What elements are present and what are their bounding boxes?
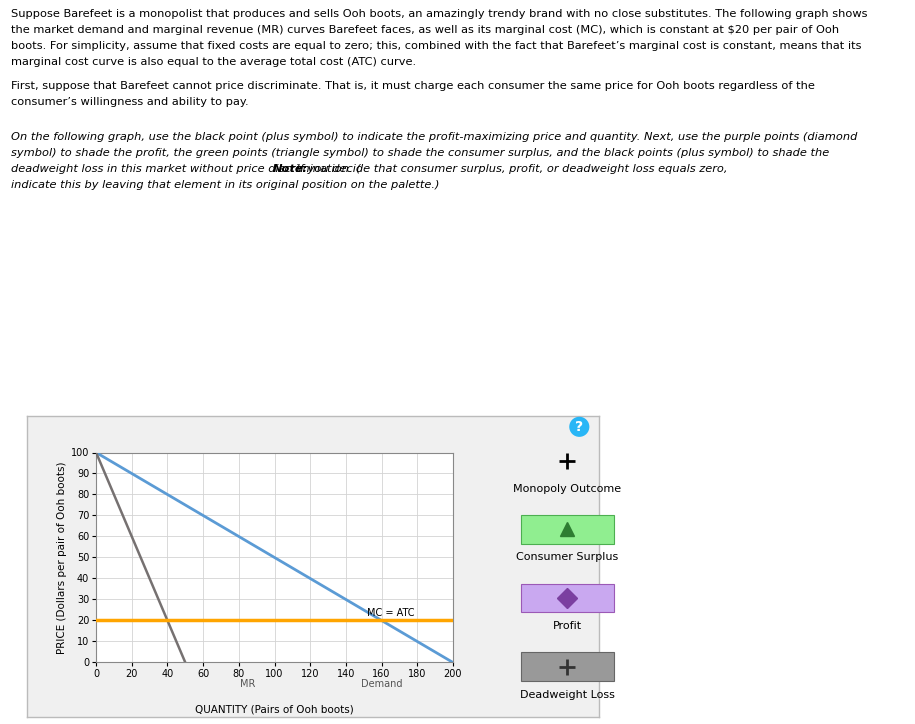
- Text: Demand: Demand: [361, 679, 403, 689]
- Text: ?: ?: [576, 420, 584, 434]
- Text: MC = ATC: MC = ATC: [367, 608, 414, 618]
- Text: Profit: Profit: [553, 621, 582, 631]
- Text: First, suppose that Barefeet cannot price discriminate. That is, it must charge : First, suppose that Barefeet cannot pric…: [11, 81, 815, 91]
- Text: marginal cost curve is also equal to the average total cost (ATC) curve.: marginal cost curve is also equal to the…: [11, 57, 416, 67]
- Text: Note:: Note:: [273, 164, 307, 174]
- FancyBboxPatch shape: [521, 584, 614, 613]
- Text: symbol) to shade the profit, the green points (triangle symbol) to shade the con: symbol) to shade the profit, the green p…: [11, 148, 829, 158]
- FancyBboxPatch shape: [521, 652, 614, 681]
- Text: Consumer Surplus: Consumer Surplus: [516, 552, 619, 563]
- Text: Suppose Barefeet is a monopolist that produces and sells Ooh boots, an amazingly: Suppose Barefeet is a monopolist that pr…: [11, 9, 867, 20]
- Text: boots. For simplicity, assume that fixed costs are equal to zero; this, combined: boots. For simplicity, assume that fixed…: [11, 41, 862, 51]
- Text: the market demand and marginal revenue (MR) curves Barefeet faces, as well as it: the market demand and marginal revenue (…: [11, 25, 839, 35]
- Text: indicate this by leaving that element in its original position on the palette.): indicate this by leaving that element in…: [11, 180, 439, 190]
- Y-axis label: PRICE (Dollars per pair of Ooh boots): PRICE (Dollars per pair of Ooh boots): [57, 461, 67, 654]
- FancyBboxPatch shape: [521, 515, 614, 544]
- Text: MR: MR: [240, 679, 255, 689]
- X-axis label: QUANTITY (Pairs of Ooh boots): QUANTITY (Pairs of Ooh boots): [195, 704, 354, 715]
- Text: On the following graph, use the black point (plus symbol) to indicate the profit: On the following graph, use the black po…: [11, 132, 857, 142]
- Text: If you decide that consumer surplus, profit, or deadweight loss equals zero,: If you decide that consumer surplus, pro…: [293, 164, 727, 174]
- Text: consumer’s willingness and ability to pay.: consumer’s willingness and ability to pa…: [11, 97, 249, 107]
- Text: Monopoly Outcome: Monopoly Outcome: [513, 484, 621, 494]
- Text: deadweight loss in this market without price discrimination. (​: deadweight loss in this market without p…: [11, 164, 361, 174]
- Text: Deadweight Loss: Deadweight Loss: [520, 689, 615, 699]
